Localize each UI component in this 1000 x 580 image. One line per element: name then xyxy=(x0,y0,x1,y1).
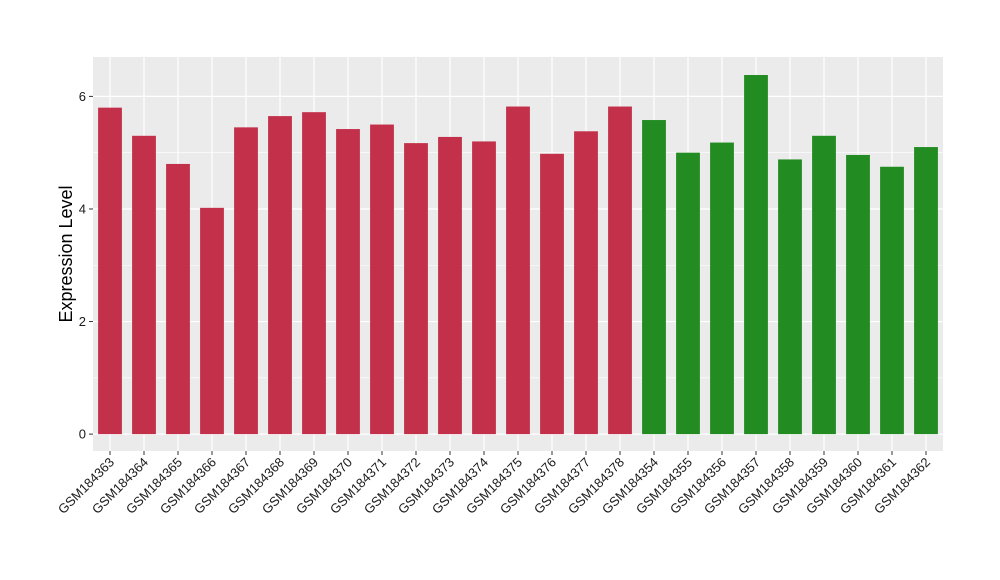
bar-GSM184365 xyxy=(166,163,190,435)
bar-GSM184376 xyxy=(540,153,564,435)
bar-GSM184375 xyxy=(506,106,530,435)
y-tick-label: 4 xyxy=(79,201,86,216)
bar-GSM184354 xyxy=(642,120,666,435)
bar-GSM184366 xyxy=(200,207,224,435)
bar-GSM184363 xyxy=(98,107,122,435)
y-axis-ticks: 0 2 4 6 xyxy=(79,89,93,442)
bars xyxy=(98,75,938,435)
bar-GSM184362 xyxy=(914,147,938,435)
y-axis-title: Expression Level xyxy=(56,185,76,322)
bar-GSM184374 xyxy=(472,141,496,435)
bar-GSM184355 xyxy=(676,152,700,435)
bar-GSM184369 xyxy=(302,112,326,435)
bar-GSM184373 xyxy=(438,136,462,435)
y-tick-label: 0 xyxy=(79,427,86,442)
bar-GSM184357 xyxy=(744,75,768,435)
y-tick-label: 2 xyxy=(79,314,86,329)
y-tick-label: 6 xyxy=(79,89,86,104)
bar-GSM184368 xyxy=(268,116,292,435)
bar-GSM184356 xyxy=(710,142,734,435)
bar-GSM184367 xyxy=(234,127,258,435)
x-axis-ticks: GSM184363GSM184364GSM184365GSM184366GSM1… xyxy=(55,451,933,517)
bar-GSM184372 xyxy=(404,143,428,435)
bar-GSM184358 xyxy=(778,159,802,435)
bar-GSM184359 xyxy=(812,135,836,435)
bar-GSM184364 xyxy=(132,135,156,435)
bar-GSM184377 xyxy=(574,131,598,435)
bar-GSM184361 xyxy=(880,166,904,435)
bar-GSM184370 xyxy=(336,129,360,435)
bar-GSM184378 xyxy=(608,106,632,435)
bar-GSM184360 xyxy=(846,154,870,435)
bar-GSM184371 xyxy=(370,124,394,435)
